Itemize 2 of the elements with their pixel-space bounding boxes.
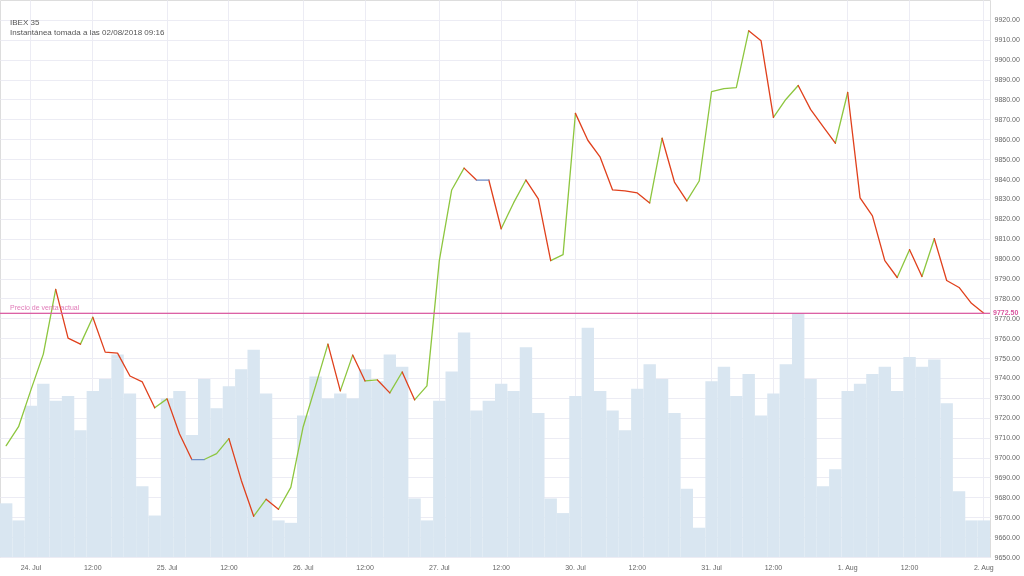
text: IBEX 35: [10, 18, 40, 27]
text: Instantánea tomada a las 02/08/2018 09:16: [10, 28, 165, 37]
